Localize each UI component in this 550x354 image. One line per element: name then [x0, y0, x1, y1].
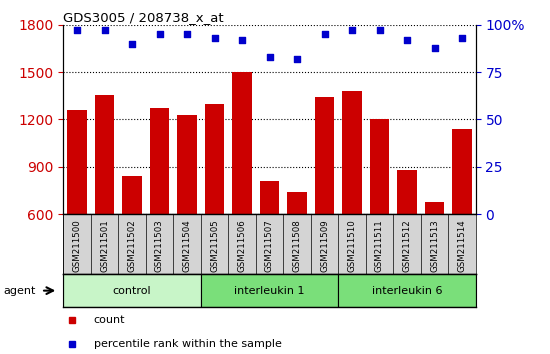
Point [210, 35, 219, 41]
Bar [342, 91, 362, 214]
Point [458, 35, 466, 41]
Bar [260, 181, 279, 214]
Text: GSM211510: GSM211510 [348, 219, 356, 272]
Text: agent: agent [3, 286, 36, 296]
Text: GSM211514: GSM211514 [458, 219, 466, 272]
Text: GSM211509: GSM211509 [320, 219, 329, 272]
Bar [150, 108, 169, 214]
Text: GSM211501: GSM211501 [100, 219, 109, 272]
Text: GSM211508: GSM211508 [293, 219, 301, 272]
Bar [315, 97, 334, 214]
Text: percentile rank within the sample: percentile rank within the sample [94, 339, 282, 349]
Text: GDS3005 / 208738_x_at: GDS3005 / 208738_x_at [63, 11, 224, 24]
Bar [205, 104, 224, 214]
Text: GSM211505: GSM211505 [210, 219, 219, 272]
Point [265, 54, 274, 60]
Bar [287, 192, 307, 214]
Bar [452, 129, 472, 214]
Point [348, 28, 356, 33]
Point [293, 56, 301, 62]
Point [403, 37, 411, 43]
Text: GSM211504: GSM211504 [183, 219, 191, 272]
Text: control: control [113, 286, 151, 296]
Bar [63, 274, 201, 307]
Point [155, 32, 164, 37]
Text: count: count [94, 315, 125, 325]
Text: GSM211506: GSM211506 [238, 219, 246, 272]
Bar [177, 115, 197, 214]
Bar [425, 201, 444, 214]
Text: GSM211502: GSM211502 [128, 219, 136, 272]
Bar [201, 274, 338, 307]
Text: GSM211500: GSM211500 [73, 219, 81, 272]
Bar [370, 119, 389, 214]
Text: GSM211511: GSM211511 [375, 219, 384, 272]
Text: interleukin 1: interleukin 1 [234, 286, 305, 296]
Bar [338, 274, 476, 307]
Point [128, 41, 136, 46]
Point [320, 32, 329, 37]
Text: interleukin 6: interleukin 6 [372, 286, 442, 296]
Bar [122, 176, 142, 214]
Text: GSM211503: GSM211503 [155, 219, 164, 272]
Bar [95, 95, 114, 214]
Bar [232, 72, 252, 214]
Text: GSM211507: GSM211507 [265, 219, 274, 272]
Point [375, 28, 384, 33]
Text: GSM211512: GSM211512 [403, 219, 411, 272]
Point [430, 45, 439, 50]
Point [183, 32, 191, 37]
Point [73, 28, 81, 33]
Point [238, 37, 246, 43]
Bar [397, 170, 417, 214]
Point [100, 28, 109, 33]
Text: GSM211513: GSM211513 [430, 219, 439, 272]
Bar [67, 110, 87, 214]
